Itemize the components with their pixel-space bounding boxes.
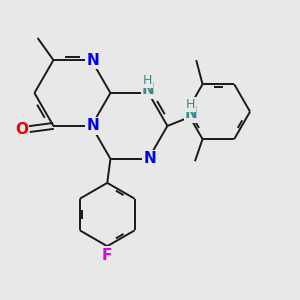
Text: N: N bbox=[86, 118, 99, 134]
Text: O: O bbox=[15, 122, 28, 136]
Text: F: F bbox=[102, 248, 112, 262]
Text: H: H bbox=[142, 74, 152, 87]
Text: N: N bbox=[143, 151, 156, 166]
Text: N: N bbox=[142, 82, 155, 97]
Text: N: N bbox=[185, 106, 198, 122]
Text: N: N bbox=[86, 52, 99, 68]
Text: H: H bbox=[185, 98, 195, 111]
